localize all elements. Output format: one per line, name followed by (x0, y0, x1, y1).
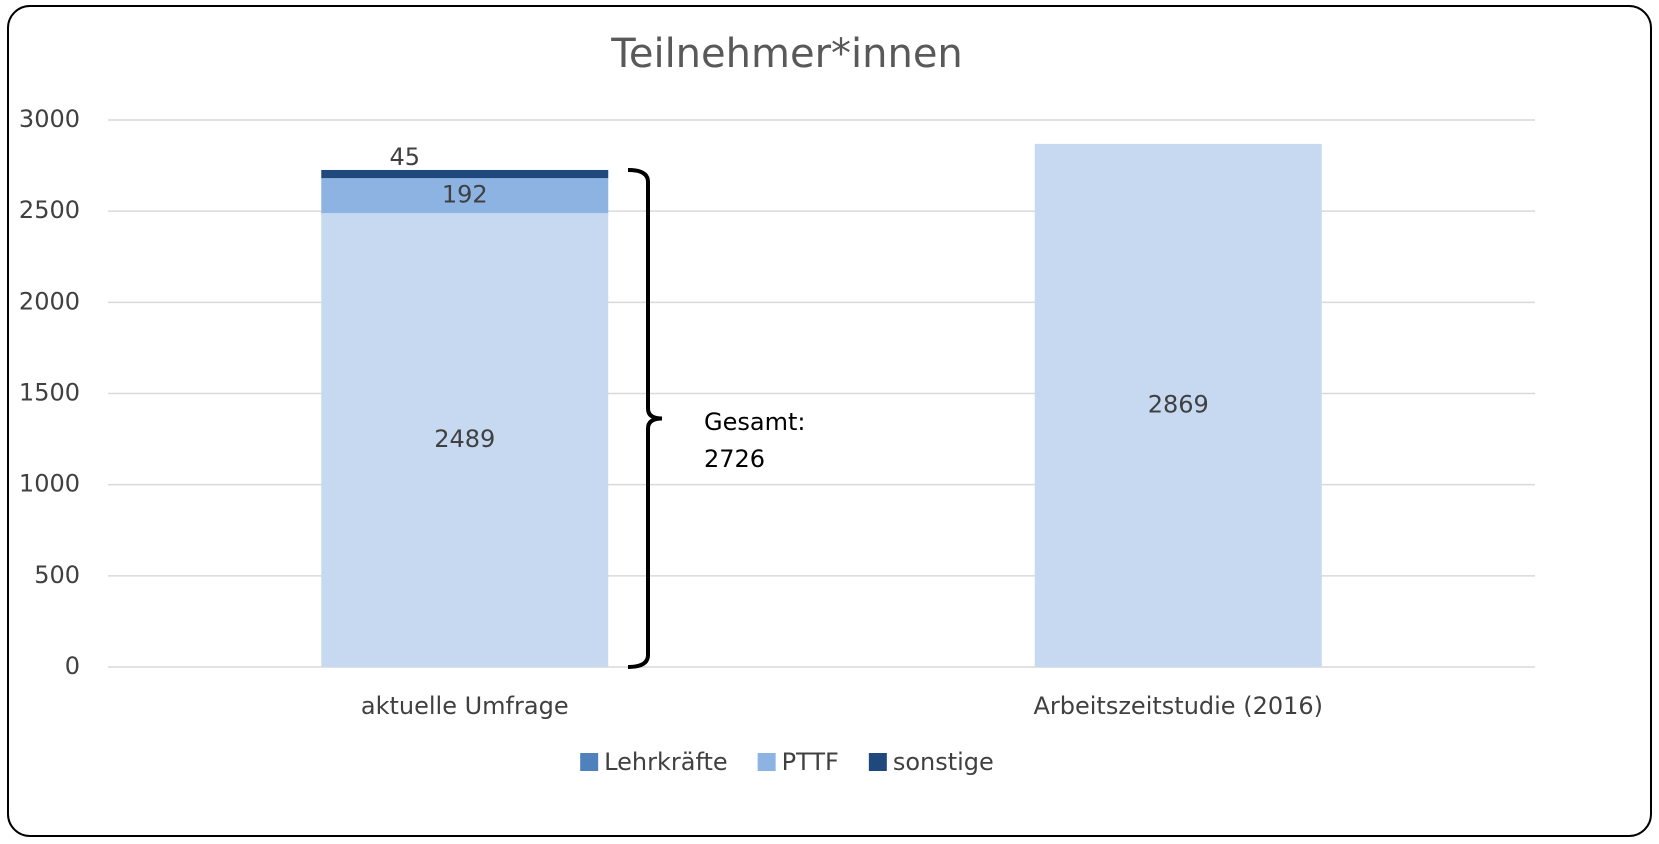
legend-label: sonstige (893, 748, 994, 776)
annotation-label: Gesamt: (704, 408, 805, 436)
y-tick-label: 3000 (19, 105, 80, 133)
y-tick-label: 2500 (19, 196, 80, 224)
legend-label: Lehrkräfte (604, 748, 727, 776)
y-tick-label: 1000 (19, 470, 80, 498)
data-label: 45 (389, 143, 420, 171)
y-tick-label: 1500 (19, 379, 80, 407)
legend-swatch (868, 753, 887, 771)
data-label: 2489 (434, 425, 495, 453)
bar-segment (321, 169, 609, 179)
bar-segment (321, 178, 609, 214)
legend-swatch (757, 753, 776, 771)
bar-segment (321, 213, 609, 667)
data-label: 2869 (1148, 390, 1209, 418)
bar-segment (1034, 143, 1322, 667)
brace (627, 167, 663, 669)
data-label: 192 (442, 181, 488, 209)
chart-frame (7, 5, 1652, 837)
y-tick-label: 2000 (19, 287, 80, 315)
legend-label: PTTF (782, 748, 839, 776)
y-tick-label: 0 (65, 652, 80, 680)
annotation-value: 2726 (704, 445, 765, 473)
x-tick-label: Arbeitszeitstudie (2016) (1033, 692, 1323, 720)
x-tick-label: aktuelle Umfrage (361, 692, 569, 720)
legend-swatch (580, 753, 599, 771)
chart-title: Teilnehmer*innen (610, 31, 963, 77)
y-tick-label: 500 (34, 561, 80, 589)
